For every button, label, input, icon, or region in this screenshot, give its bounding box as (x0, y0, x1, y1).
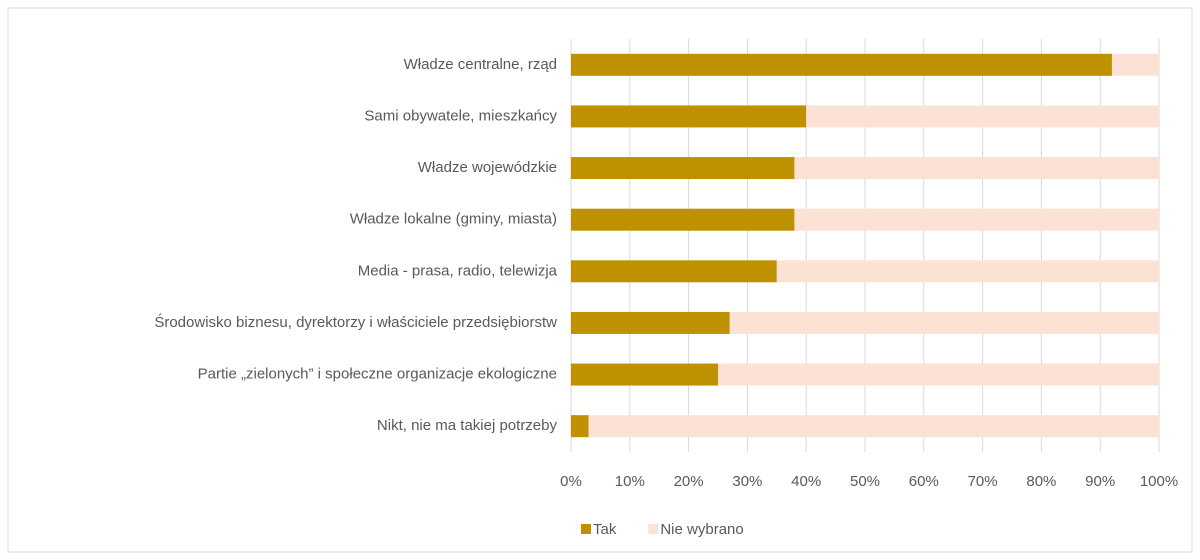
legend-swatch (648, 524, 659, 534)
y-tick-label: Nikt, nie ma takiej potrzeby (377, 417, 558, 434)
bar (794, 208, 1159, 231)
x-tick-label: 100% (1140, 473, 1178, 490)
bar (718, 363, 1159, 386)
bar (571, 105, 807, 128)
x-tick-label: 20% (674, 473, 704, 490)
y-tick-label: Środowisko biznesu, dyrektorzy i właścic… (154, 313, 557, 331)
y-tick-label: Władze wojewódzkie (418, 159, 557, 176)
bar (1111, 53, 1159, 76)
bar (571, 208, 795, 231)
y-tick-label: Sami obywatele, mieszkańcy (364, 107, 557, 124)
bar (571, 363, 718, 386)
legend-swatch (581, 524, 591, 534)
x-tick-label: 10% (615, 473, 645, 490)
bar (776, 260, 1159, 283)
x-tick-label: 40% (791, 473, 821, 490)
bar (729, 311, 1159, 334)
x-tick-label: 0% (560, 473, 582, 490)
x-tick-label: 60% (909, 473, 939, 490)
bar (571, 415, 589, 438)
legend-label: Tak (593, 521, 617, 538)
x-tick-label: 50% (850, 473, 880, 490)
bar (571, 157, 795, 180)
y-tick-label: Władze centralne, rząd (404, 56, 557, 73)
bar (794, 157, 1159, 180)
bar (806, 105, 1159, 128)
bar (571, 311, 730, 334)
x-tick-label: 90% (1085, 473, 1115, 490)
legend-label: Nie wybrano (660, 521, 743, 538)
bar (571, 53, 1112, 76)
bar (588, 415, 1159, 438)
y-tick-label: Partie „zielonych” i społeczne organizac… (198, 366, 557, 383)
y-tick-label: Media - prasa, radio, telewizja (358, 262, 558, 279)
y-tick-label: Władze lokalne (gminy, miasta) (350, 211, 557, 228)
x-tick-label: 80% (1026, 473, 1056, 490)
bar (571, 260, 777, 283)
x-tick-label: 30% (732, 473, 762, 490)
x-tick-label: 70% (968, 473, 998, 490)
